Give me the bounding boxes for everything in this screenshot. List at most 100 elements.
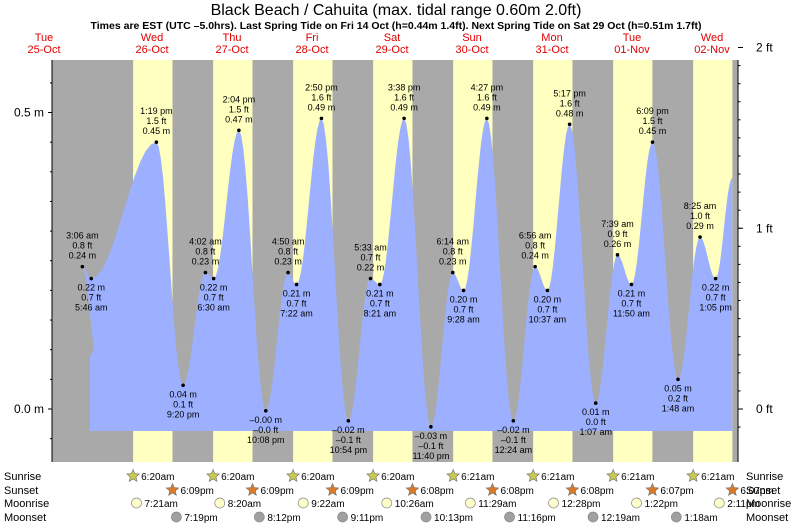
moonset-icon — [504, 511, 515, 523]
tide-point — [89, 276, 94, 281]
tide-label: 0.22 m — [357, 263, 385, 273]
moonrise-icon — [464, 497, 476, 509]
day-date: 29-Oct — [375, 44, 408, 56]
tide-point — [263, 408, 268, 413]
sun-icon — [725, 482, 740, 497]
sunset-time: 6:08pm — [580, 486, 613, 497]
day-date: 30-Oct — [455, 44, 488, 56]
sunset-time: 6:08pm — [420, 486, 453, 497]
tide-label: 0.1 ft — [173, 399, 194, 409]
moonrise-icon — [631, 497, 642, 509]
tide-label: 1.5 ft — [642, 116, 663, 126]
tide-label: 1.6 ft — [394, 92, 415, 102]
moonrise-time: 2:11pm — [727, 499, 760, 510]
tide-label: 0.21 m — [618, 288, 646, 298]
moonrise-icon — [548, 497, 559, 509]
day-of-week: Thu — [223, 32, 242, 44]
tide-label: 10:08 pm — [247, 435, 285, 445]
tide-label: 1.0 ft — [690, 211, 711, 221]
day-headers: Tue25-OctWed26-OctThu27-OctFri28-OctSat2… — [27, 32, 730, 56]
sunset-row-label-left: Sunset — [4, 485, 38, 497]
tide-label: 1:07 am — [579, 427, 612, 437]
tide-point — [713, 276, 718, 281]
chart-header: Black Beach / Cahuita (max. tidal range … — [91, 2, 702, 32]
tide-label: 0.23 m — [439, 257, 467, 267]
tide-label: 0.8 ft — [72, 241, 93, 251]
sun-icon — [526, 468, 541, 483]
tide-label: 3:38 pm — [388, 82, 421, 92]
sun-icon — [126, 468, 141, 483]
tide-label: 11:50 am — [613, 308, 650, 318]
sunset-row-label-right: Sunset — [746, 485, 780, 497]
tide-point — [319, 116, 324, 121]
tide-label: 0.26 m — [604, 239, 632, 249]
day-date: 26-Oct — [135, 44, 168, 56]
tide-label: –0.1 ft — [336, 435, 362, 445]
day-date: 27-Oct — [215, 44, 248, 56]
tide-label: 0.7 ft — [706, 293, 727, 303]
sun-icon — [565, 482, 580, 497]
tide-label: 0.45 m — [143, 126, 171, 136]
tide-area — [82, 118, 733, 432]
tide-label: 0.49 m — [308, 102, 336, 112]
day-date: 28-Oct — [295, 44, 328, 56]
tide-point — [567, 122, 572, 127]
day-date: 25-Oct — [27, 44, 60, 56]
tide-label: 0.23 m — [274, 257, 302, 267]
tide-label: 6:56 am — [519, 231, 552, 241]
tide-label: 6:30 am — [197, 303, 230, 313]
tide-label: 6:14 am — [437, 237, 470, 247]
moonset-row-label-left: Moonset — [4, 512, 46, 524]
moonrise-time: 1:22pm — [645, 499, 678, 510]
sunrise-time: 6:21am — [701, 472, 734, 483]
sunrise-time: 6:20am — [221, 472, 254, 483]
tide-label: 0.2 ft — [668, 393, 689, 403]
moonset-icon — [420, 511, 432, 523]
tide-label: –0.03 m — [415, 431, 448, 441]
y-tick-label-ft: 1 ft — [756, 221, 773, 235]
tide-label: 7:39 am — [601, 219, 634, 229]
sun-icon — [405, 482, 420, 497]
moonset-icon — [587, 511, 599, 523]
moonrise-row-label-right: Moonrise — [746, 498, 791, 510]
tide-label: 8:21 am — [364, 308, 397, 318]
moonrise-time: 10:26am — [395, 499, 434, 510]
tide-label: 0.21 m — [366, 288, 394, 298]
y-tick-label-ft: 0 ft — [756, 402, 773, 416]
tide-point — [286, 270, 290, 275]
moonset-icon — [171, 511, 182, 523]
tide-label: 0.22 m — [77, 283, 105, 293]
day-of-week: Wed — [701, 32, 723, 44]
sunset-time: 6:08pm — [500, 486, 533, 497]
tide-label: 0.21 m — [283, 288, 311, 298]
tide-label: 1.5 ft — [146, 116, 167, 126]
day-date: 02-Nov — [694, 44, 730, 56]
moonset-time: 8:12pm — [267, 513, 300, 524]
tide-point — [511, 419, 516, 423]
sun-icon — [366, 468, 381, 483]
tide-curve — [82, 118, 733, 432]
tide-label: 0.7 ft — [204, 293, 225, 303]
sunrise-row-label-right: Sunrise — [746, 471, 783, 483]
sunrise-time: 6:20am — [381, 472, 414, 483]
day-date: 01-Nov — [614, 44, 650, 56]
tide-label: 5:46 am — [75, 303, 108, 313]
tide-label: 0.24 m — [521, 251, 549, 261]
sunset-time: 6:09pm — [341, 486, 374, 497]
tide-label: 0.7 ft — [621, 298, 642, 308]
tide-label: 4:50 am — [272, 237, 305, 247]
sun-icon — [286, 468, 301, 483]
tide-label: 0.8 ft — [525, 241, 546, 251]
moonset-row-label-right: Moonset — [746, 512, 788, 524]
tide-label: 10:54 pm — [330, 445, 368, 455]
sun-icon — [245, 482, 260, 497]
axes: 0.0 m 0.5 m 0 ft 1 ft 2 ft — [14, 41, 773, 462]
tide-point — [346, 419, 351, 423]
sun-icon — [165, 482, 180, 497]
tide-point — [211, 276, 216, 281]
moonset-time: 12:19am — [601, 513, 640, 524]
sun-icon — [446, 468, 461, 483]
moonset-time: 7:19pm — [184, 513, 217, 524]
tide-point — [154, 140, 159, 144]
